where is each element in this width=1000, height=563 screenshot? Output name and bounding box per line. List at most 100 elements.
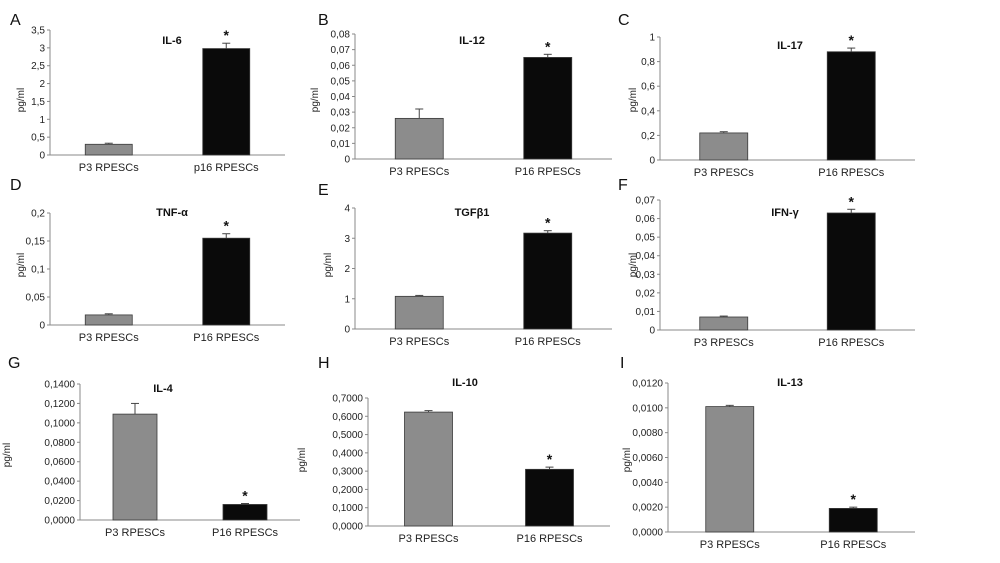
y-axis-label-c: pg/ml bbox=[628, 88, 639, 112]
chart-title-f: IFN-γ bbox=[771, 207, 799, 219]
y-tick-label-a: 0 bbox=[39, 151, 45, 162]
x-category-label-b: P3 RPESCs bbox=[389, 166, 449, 178]
y-tick-label-g: 0,1400 bbox=[44, 380, 75, 391]
y-tick-label-i: 0,0080 bbox=[632, 428, 663, 439]
significance-star-d: * bbox=[224, 218, 230, 234]
y-tick-label-f: 0 bbox=[649, 326, 655, 337]
chart-title-i: IL-13 bbox=[777, 377, 803, 389]
chart-title-b: IL-12 bbox=[459, 35, 485, 47]
significance-star-h: * bbox=[547, 451, 553, 467]
panel-letter-g: G bbox=[8, 355, 20, 372]
bar-g-p16 bbox=[223, 504, 267, 520]
x-category-label-a: P3 RPESCs bbox=[79, 162, 139, 174]
y-tick-label-f: 0,02 bbox=[636, 288, 656, 299]
y-tick-label-b: 0,06 bbox=[331, 61, 351, 72]
x-category-label-i: P16 RPESCs bbox=[820, 539, 887, 551]
y-tick-label-f: 0,07 bbox=[636, 196, 656, 207]
y-tick-label-e: 4 bbox=[344, 204, 350, 215]
bar-b-p3 bbox=[395, 118, 443, 159]
x-category-label-g: P3 RPESCs bbox=[105, 527, 165, 539]
y-tick-label-f: 0,06 bbox=[636, 214, 656, 225]
bar-h-p16 bbox=[526, 469, 574, 526]
x-category-label-c: P3 RPESCs bbox=[694, 167, 754, 179]
bar-e-p16 bbox=[524, 233, 572, 329]
y-tick-label-a: 3 bbox=[39, 43, 45, 54]
panel-letter-f: F bbox=[618, 177, 628, 194]
y-tick-label-d: 0 bbox=[39, 321, 45, 332]
y-tick-label-f: 0,04 bbox=[636, 251, 656, 262]
bar-g-p3 bbox=[113, 414, 157, 520]
y-tick-label-g: 0,0800 bbox=[44, 438, 75, 449]
y-tick-label-h: 0,7000 bbox=[332, 394, 363, 405]
y-axis-label-i: pg/ml bbox=[622, 448, 633, 472]
x-category-label-b: P16 RPESCs bbox=[515, 166, 582, 178]
y-tick-label-a: 2,5 bbox=[31, 61, 45, 72]
y-tick-label-g: 0,0200 bbox=[44, 496, 75, 507]
bar-a-p16 bbox=[203, 49, 250, 155]
significance-star-a: * bbox=[224, 27, 230, 43]
y-tick-label-h: 0,3000 bbox=[332, 467, 363, 478]
significance-star-g: * bbox=[242, 487, 248, 503]
y-tick-label-f: 0,05 bbox=[636, 233, 656, 244]
y-tick-label-c: 0,4 bbox=[641, 106, 655, 117]
bar-d-p3 bbox=[85, 315, 132, 325]
significance-star-f: * bbox=[849, 193, 855, 209]
y-tick-label-g: 0,0400 bbox=[44, 477, 75, 488]
y-tick-label-d: 0,15 bbox=[26, 237, 46, 248]
chart-title-g: IL-4 bbox=[153, 383, 173, 395]
y-tick-label-a: 0,5 bbox=[31, 133, 45, 144]
y-tick-label-c: 1 bbox=[649, 33, 655, 44]
y-tick-label-e: 0 bbox=[344, 325, 350, 336]
y-tick-label-g: 0,1000 bbox=[44, 418, 75, 429]
y-tick-label-i: 0,0100 bbox=[632, 403, 663, 414]
panel-letter-b: B bbox=[318, 12, 329, 29]
y-tick-label-b: 0,08 bbox=[331, 30, 351, 41]
y-axis-label-h: pg/ml bbox=[297, 448, 308, 472]
significance-star-e: * bbox=[545, 215, 551, 231]
y-tick-label-g: 0,0600 bbox=[44, 457, 75, 468]
y-tick-label-i: 0,0000 bbox=[632, 528, 663, 539]
x-category-label-d: P3 RPESCs bbox=[79, 332, 139, 344]
bar-h-p3 bbox=[405, 412, 453, 526]
significance-star-c: * bbox=[849, 32, 855, 48]
y-tick-label-f: 0,03 bbox=[636, 270, 656, 281]
y-tick-label-c: 0,2 bbox=[641, 131, 655, 142]
y-tick-label-i: 0,0060 bbox=[632, 453, 663, 464]
y-tick-label-b: 0,02 bbox=[331, 123, 351, 134]
significance-star-i: * bbox=[851, 491, 857, 507]
panel-letter-d: D bbox=[10, 177, 22, 194]
y-tick-label-a: 1,5 bbox=[31, 97, 45, 108]
y-axis-label-g: pg/ml bbox=[2, 443, 13, 467]
y-tick-label-i: 0,0120 bbox=[632, 379, 663, 390]
y-axis-label-b: pg/ml bbox=[310, 88, 321, 112]
bar-a-p3 bbox=[85, 144, 132, 155]
y-tick-label-g: 0,1200 bbox=[44, 399, 75, 410]
x-category-label-e: P16 RPESCs bbox=[515, 336, 582, 348]
bar-c-p3 bbox=[700, 133, 748, 160]
y-axis-label-e: pg/ml bbox=[323, 253, 334, 277]
y-tick-label-h: 0,4000 bbox=[332, 448, 363, 459]
bar-i-p16 bbox=[829, 508, 877, 532]
x-category-label-d: P16 RPESCs bbox=[193, 332, 260, 344]
y-tick-label-g: 0,0000 bbox=[44, 516, 75, 527]
x-category-label-a: p16 RPESCs bbox=[194, 162, 259, 174]
chart-title-h: IL-10 bbox=[452, 377, 478, 389]
y-tick-label-b: 0,05 bbox=[331, 76, 351, 87]
bar-b-p16 bbox=[524, 57, 572, 159]
y-tick-label-h: 0,6000 bbox=[332, 412, 363, 423]
chart-title-a: IL-6 bbox=[162, 35, 182, 47]
chart-title-e: TGFβ1 bbox=[455, 207, 490, 219]
y-tick-label-b: 0,07 bbox=[331, 45, 351, 56]
y-tick-label-a: 1 bbox=[39, 115, 45, 126]
y-tick-label-f: 0,01 bbox=[636, 307, 656, 318]
y-tick-label-h: 0,1000 bbox=[332, 503, 363, 514]
y-tick-label-b: 0,01 bbox=[331, 139, 351, 150]
bar-e-p3 bbox=[395, 296, 443, 329]
y-axis-label-d: pg/ml bbox=[16, 253, 27, 277]
y-tick-label-h: 0,5000 bbox=[332, 430, 363, 441]
y-axis-label-a: pg/ml bbox=[16, 88, 27, 112]
panel-letter-c: C bbox=[618, 12, 630, 29]
y-tick-label-c: 0 bbox=[649, 156, 655, 167]
y-tick-label-b: 0 bbox=[344, 155, 350, 166]
x-category-label-f: P3 RPESCs bbox=[694, 337, 754, 349]
